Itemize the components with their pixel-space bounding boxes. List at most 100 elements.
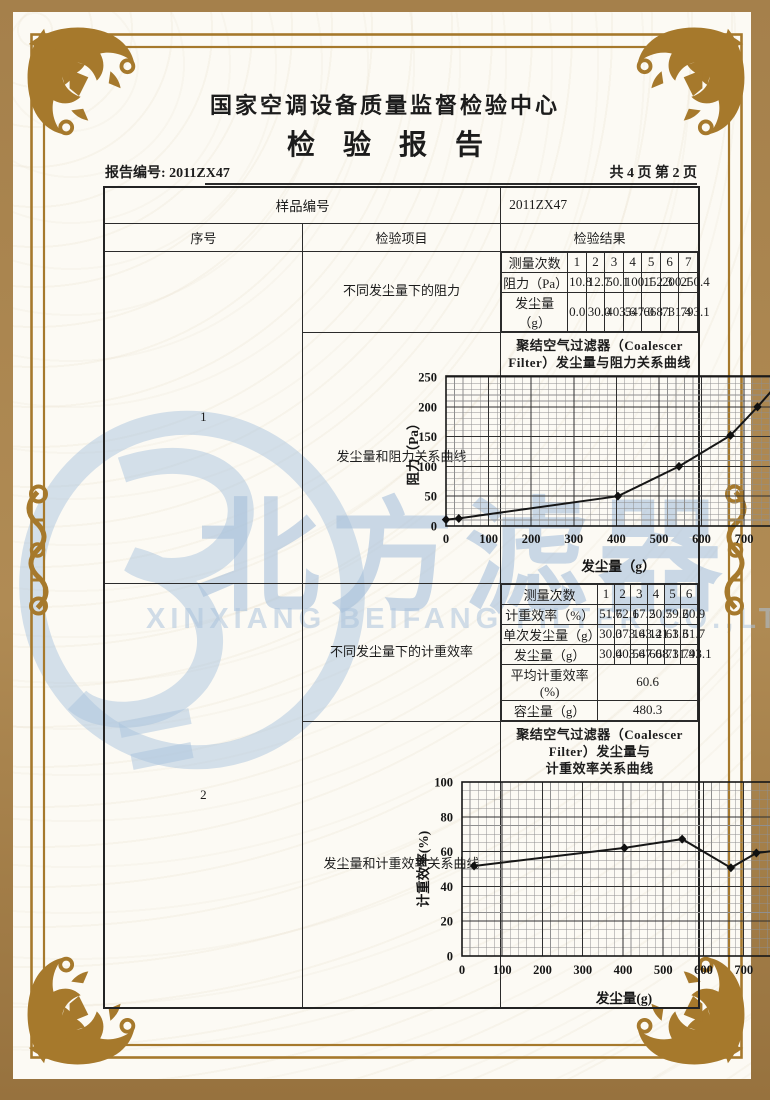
svg-text:100: 100 xyxy=(493,963,512,977)
svg-text:200: 200 xyxy=(522,532,541,546)
svg-text:200: 200 xyxy=(418,400,437,414)
svg-text:600: 600 xyxy=(692,532,711,546)
col-header-item: 检验项目 xyxy=(301,222,502,252)
svg-text:700: 700 xyxy=(734,963,753,977)
svg-text:150: 150 xyxy=(418,430,437,444)
y-axis-title: 计重效率(%) xyxy=(415,830,431,907)
data-point-marker xyxy=(620,842,629,852)
data-cell: 547.0 xyxy=(622,291,654,332)
data-cell: 731.4 xyxy=(663,643,695,665)
data-cell: 61.7 xyxy=(680,623,705,645)
data-cell: 51.7 xyxy=(597,603,622,625)
svg-text:0: 0 xyxy=(459,963,465,977)
tick-labels: 0100200300400500600700800050100150200250… xyxy=(405,371,754,574)
data-cell: 373.6 xyxy=(613,623,645,645)
data-cell: 50.1 xyxy=(604,271,629,293)
data-cell: 30.0 xyxy=(597,623,622,645)
item-resistance-chart: 发尘量和阻力关系曲线 xyxy=(301,331,502,584)
row-label-cell: 测量次数 xyxy=(501,251,569,273)
grid xyxy=(446,375,770,526)
data-cell: 5 xyxy=(663,583,682,605)
grid xyxy=(462,781,770,956)
resistance-chart-canvas: 0100200300400500600700800050100150200250… xyxy=(405,371,770,574)
x-axis-title: 发尘量(g) xyxy=(595,990,652,1006)
data-cell: 67.2 xyxy=(630,603,655,625)
svg-text:400: 400 xyxy=(614,963,633,977)
resistance-table-cell: 测量次数 1 2 3 4 5 6 7 阻力（Pa） 10.8 12.7 50.1 100.1 152.3 2… xyxy=(500,250,710,333)
svg-text:100: 100 xyxy=(434,777,453,790)
data-cell: 143.4 xyxy=(630,623,662,645)
sample-no-value: 2011ZX47 xyxy=(500,186,700,224)
data-line xyxy=(474,837,770,869)
data-cell: 50.7 xyxy=(647,603,672,625)
svg-text:50: 50 xyxy=(425,489,438,503)
row-label-cell: 容尘量（g） xyxy=(501,699,599,721)
meta-row: 报告编号: 2011ZX47 共 4 页 第 2 页 xyxy=(105,162,697,182)
data-point-marker xyxy=(613,491,623,501)
data-cell: 63.3 xyxy=(663,623,688,645)
row-label-cell: 测量次数 xyxy=(501,583,599,605)
data-cell: 6 xyxy=(659,251,680,273)
data-cell: 2 xyxy=(585,251,606,273)
data-cell: 547.0 xyxy=(630,643,662,665)
seq-cell-2: 2 xyxy=(103,582,303,1009)
tick-labels: 0100200300400500600700800020406080100发尘量… xyxy=(415,777,753,1006)
efficiency-data-table: 测量次数 1 2 3 4 5 6 计重效率（%） 51.7 62.1 67.2 50.7 59.2 60.… xyxy=(501,583,712,721)
inspection-table: 样品编号 2011ZX47 序号 检验项目 检验结果 1 不同发尘量下的阻力 测… xyxy=(103,186,770,1009)
merged-data-cell: 480.3 xyxy=(597,699,698,721)
data-cell: 1 xyxy=(567,251,587,273)
data-point-marker xyxy=(454,513,464,523)
svg-text:60: 60 xyxy=(441,845,454,859)
row-label-cell: 发尘量（g） xyxy=(501,643,599,665)
plot-border xyxy=(445,374,770,527)
svg-text:400: 400 xyxy=(607,532,626,546)
x-axis-title: 发尘量（g） xyxy=(580,558,655,574)
data-point-marker xyxy=(469,861,479,871)
svg-text:40: 40 xyxy=(441,879,454,893)
data-cell: 12.7 xyxy=(585,271,610,293)
col-header-result: 检验结果 xyxy=(500,222,700,252)
data-point-marker xyxy=(726,862,736,872)
data-cell: 121.1 xyxy=(647,623,678,645)
svg-text:0: 0 xyxy=(447,949,453,963)
data-cell: 59.2 xyxy=(663,603,688,625)
org-title: 国家空调设备质量监督检验中心 xyxy=(209,93,560,118)
data-point-marker xyxy=(752,847,761,857)
meta-underline xyxy=(205,183,697,185)
data-cell: 3 xyxy=(604,251,624,273)
data-cell: 30.0 xyxy=(585,291,610,332)
data-cell: 30.0 xyxy=(597,643,622,665)
efficiency-table-cell: 测量次数 1 2 3 4 5 6 计重效率（%） 51.7 62.1 67.2 50.7 59.2 60.… xyxy=(500,582,712,722)
data-cell: 1 xyxy=(597,583,615,605)
svg-text:700: 700 xyxy=(735,532,754,546)
col-header-seq: 序号 xyxy=(103,222,303,252)
data-cell: 6 xyxy=(680,583,698,605)
data-cell: 7 xyxy=(678,251,698,273)
svg-text:200: 200 xyxy=(533,963,552,977)
row-label-cell: 阻力（Pa） xyxy=(501,271,568,293)
merged-data-cell: 60.6 xyxy=(597,663,698,701)
data-cell: 4 xyxy=(647,583,665,605)
page-info: 共 4 页 第 2 页 xyxy=(609,166,698,181)
item-resistance-table: 不同发尘量下的阻力 xyxy=(301,250,502,333)
svg-text:500: 500 xyxy=(650,532,669,546)
data-cell: 152.3 xyxy=(641,271,673,293)
svg-text:80: 80 xyxy=(441,810,454,824)
data-cell: 668.1 xyxy=(641,291,673,332)
efficiency-chart-canvas: 0100200300400500600700800020406080100发尘量… xyxy=(415,777,770,1006)
row-label-cell: 计重效率（%） xyxy=(501,603,599,625)
resistance-data-table: 测量次数 1 2 3 4 5 6 7 阻力（Pa） 10.8 12.7 50.1 100.1 152.3 2… xyxy=(501,251,710,332)
data-cell: 60.9 xyxy=(680,603,705,625)
data-cell: 62.1 xyxy=(613,603,639,625)
report-title: 检验报告 xyxy=(286,130,511,161)
svg-text:0: 0 xyxy=(431,519,437,533)
efficiency-chart-title-line1: 聚结空气过滤器（Coalescer Filter）发尘量与 xyxy=(516,726,683,759)
data-cell: 793.1 xyxy=(680,643,712,665)
svg-text:100: 100 xyxy=(479,532,498,546)
data-cell: 0.0 xyxy=(567,291,587,332)
data-cell: 100.1 xyxy=(622,271,654,293)
row-label-cell: 单次发尘量（g） xyxy=(501,623,601,645)
svg-text:100: 100 xyxy=(418,459,437,473)
data-cell: 2 xyxy=(613,583,632,605)
